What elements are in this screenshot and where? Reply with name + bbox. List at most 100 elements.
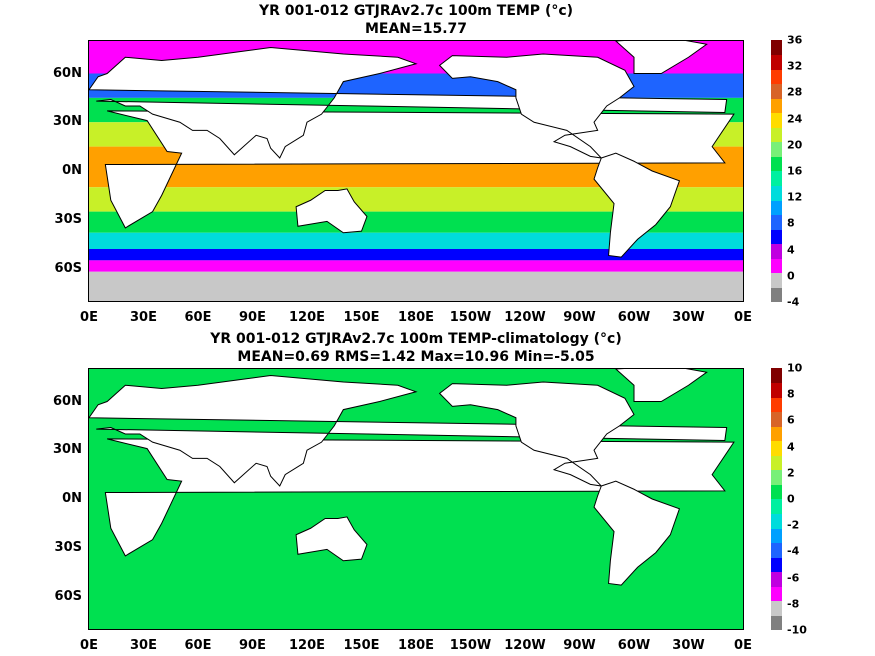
colorbar-tick-label: 12	[787, 190, 803, 204]
land-mask	[295, 516, 368, 562]
colorbar-segment	[771, 368, 782, 384]
x-tick-label: 60W	[617, 638, 651, 653]
colorbar-segment	[771, 112, 782, 128]
x-tick-label: 180E	[397, 638, 435, 653]
colorbar-tick-label: -4	[787, 544, 800, 558]
colorbar-tick-label: 28	[787, 85, 803, 99]
x-tick-label: 0E	[734, 638, 752, 653]
colorbar-segment	[771, 127, 782, 143]
colorbar-tick-label: 16	[787, 164, 803, 178]
colorbar-segment	[771, 411, 782, 427]
colorbar-tick-label: 4	[787, 440, 795, 454]
colorbar-segment	[771, 469, 782, 485]
colorbar-tick-label: -2	[787, 518, 800, 532]
colorbar-segment	[771, 426, 782, 442]
x-tick-label: 90W	[563, 310, 596, 325]
colorbar-tick-label: 0	[787, 492, 795, 506]
x-tick-label: 180E	[397, 310, 435, 325]
colorbar-segment	[771, 258, 782, 274]
x-tick-label: 60W	[617, 310, 651, 325]
colorbar-tick-label: 6	[787, 413, 795, 427]
colorbar-segment	[771, 528, 782, 544]
y-tick-label: 60S	[54, 260, 82, 276]
y-tick-label: 0N	[62, 491, 82, 506]
x-tick-label: 30W	[672, 310, 705, 325]
colorbar-tick-label: 8	[787, 387, 795, 401]
colorbar-segment	[771, 586, 782, 602]
colorbar-segment	[771, 615, 782, 631]
colorbar-segment	[771, 54, 782, 70]
colorbar-tick-label: -6	[787, 571, 800, 585]
chart2-subtitle: MEAN=0.69 RMS=1.42 Max=10.96 Min=-5.05	[88, 349, 744, 366]
colorbar-segment	[771, 484, 782, 500]
colorbar-segment	[771, 83, 782, 99]
chart1-subtitle: MEAN=15.77	[88, 21, 744, 38]
colorbar-segment	[771, 499, 782, 515]
colorbar-segment	[771, 542, 782, 558]
y-tick-label: 30S	[54, 211, 82, 227]
colorbar-tick-label: 24	[787, 112, 803, 126]
chart2-plot-area	[88, 368, 744, 630]
y-tick-label: 60N	[53, 65, 82, 81]
colorbar-segment	[771, 272, 782, 288]
field-band	[89, 271, 743, 301]
colorbar-segment	[771, 440, 782, 456]
y-tick-label: 30N	[53, 114, 82, 130]
chart2-colorbar	[771, 368, 782, 631]
colorbar-segment	[771, 455, 782, 471]
x-tick-label: 150W	[449, 638, 492, 653]
chart2-title-text: YR 001-012 GTJRAv2.7c 100m TEMP-climatol…	[210, 331, 622, 347]
y-tick-label: 0N	[62, 163, 82, 178]
x-tick-label: 120W	[504, 638, 546, 653]
colorbar-segment	[771, 287, 782, 303]
x-tick-label: 30W	[672, 638, 705, 653]
x-tick-label: 60E	[184, 638, 212, 653]
land-mask	[593, 152, 681, 258]
colorbar-tick-label: 4	[787, 243, 795, 257]
field-band	[89, 260, 743, 272]
colorbar-segment	[771, 229, 782, 245]
chart2-field-svg	[89, 369, 743, 629]
colorbar-segment	[771, 557, 782, 573]
x-tick-label: 0E	[80, 310, 98, 325]
field-band	[89, 232, 743, 249]
x-tick-label: 120E	[288, 638, 326, 653]
y-tick-label: 60S	[54, 588, 82, 604]
colorbar-tick-label: 0	[787, 269, 795, 283]
colorbar-tick-label: 20	[787, 138, 803, 152]
land-mask	[438, 381, 635, 487]
colorbar-segment	[771, 243, 782, 259]
x-tick-label: 30E	[130, 638, 157, 653]
land-mask	[438, 53, 635, 159]
colorbar-segment	[771, 513, 782, 529]
x-tick-label: 60E	[184, 310, 212, 325]
chart1-subtitle-text: MEAN=15.77	[364, 21, 468, 37]
y-tick-label: 30S	[54, 539, 82, 555]
field-band	[89, 211, 743, 233]
colorbar-tick-label: 36	[787, 33, 803, 47]
colorbar-segment	[771, 600, 782, 616]
chart1-field-svg	[89, 41, 743, 301]
chart1-title: YR 001-012 GTJRAv2.7c 100m TEMP (°c)	[88, 3, 744, 20]
chart2-title: YR 001-012 GTJRAv2.7c 100m TEMP-climatol…	[88, 331, 744, 348]
colorbar-tick-label: 10	[787, 361, 803, 375]
land-mask	[89, 46, 728, 159]
colorbar-tick-label: -4	[787, 295, 800, 309]
x-tick-label: 0E	[80, 638, 98, 653]
land-mask	[89, 374, 728, 487]
x-tick-label: 150W	[449, 310, 492, 325]
land-mask	[615, 41, 708, 74]
chart2-subtitle-text: MEAN=0.69 RMS=1.42 Max=10.96 Min=-5.05	[237, 349, 595, 365]
x-tick-label: 90W	[563, 638, 596, 653]
colorbar-segment	[771, 69, 782, 85]
chart1-title-text: YR 001-012 GTJRAv2.7c 100m TEMP (°c)	[258, 3, 574, 19]
colorbar-segment	[771, 98, 782, 114]
x-tick-label: 90E	[239, 638, 266, 653]
colorbar-segment	[771, 185, 782, 201]
y-tick-label: 60N	[53, 393, 82, 409]
x-tick-label: 90E	[239, 310, 266, 325]
field-band	[89, 249, 743, 261]
x-tick-label: 0E	[734, 310, 752, 325]
colorbar-segment	[771, 141, 782, 157]
colorbar-segment	[771, 397, 782, 413]
